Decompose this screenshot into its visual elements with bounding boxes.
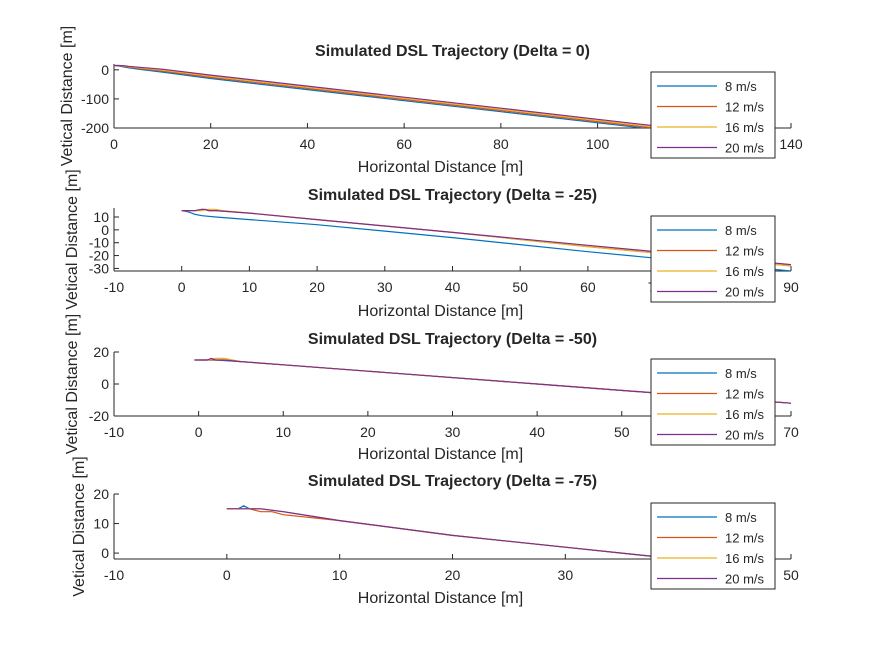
legend-entry-label: 16 m/s: [725, 407, 765, 422]
series-line-20-m-s: [181, 208, 791, 266]
series-group: [114, 64, 680, 128]
legend: 8 m/s 12 m/s 16 m/s 20 m/s: [650, 358, 776, 446]
series-group: [194, 357, 791, 404]
legend-entry-label: 16 m/s: [725, 264, 765, 279]
x-tick-label: 20: [445, 567, 461, 583]
legend-entry-label: 8 m/s: [725, 223, 757, 238]
legend-entry-label: 12 m/s: [725, 244, 765, 259]
y-tick-label: 10: [93, 209, 109, 225]
x-tick-label: 0: [110, 136, 118, 152]
legend-entry-label: 20 m/s: [725, 141, 765, 156]
legend-entry-label: 20 m/s: [725, 572, 765, 587]
x-tick-label: 0: [195, 424, 203, 440]
legend-entry-label: 12 m/s: [725, 100, 765, 115]
legend: 8 m/s 12 m/s 16 m/s 20 m/s: [650, 502, 776, 590]
y-tick-label: 0: [101, 376, 109, 392]
x-tick-label: 20: [360, 424, 376, 440]
chart-title: Simulated DSL Trajectory (Delta = -75): [308, 473, 597, 490]
x-tick-label: 30: [445, 424, 461, 440]
chart-title: Simulated DSL Trajectory (Delta = -50): [308, 331, 597, 348]
legend-entry-label: 12 m/s: [725, 531, 765, 546]
x-tick-label: 10: [332, 567, 348, 583]
series-line-20-m-s: [226, 508, 683, 559]
series-group: [181, 208, 791, 271]
y-tick-label: 10: [93, 516, 109, 532]
x-tick-label: -10: [104, 279, 124, 295]
x-axis-label: Horizontal Distance [m]: [358, 590, 523, 607]
x-axis-label: Horizontal Distance [m]: [358, 446, 523, 463]
x-tick-label: 90: [783, 279, 799, 295]
subplot-4: -100102030405020100Simulated DSL Traject…: [71, 456, 799, 607]
x-tick-label: 50: [614, 424, 630, 440]
legend-entry-label: 16 m/s: [725, 551, 765, 566]
legend-entry-label: 16 m/s: [725, 120, 765, 135]
y-tick-label: -20: [89, 408, 109, 424]
y-tick-label: 0: [101, 545, 109, 561]
legend: 8 m/s 12 m/s 16 m/s 20 m/s: [650, 71, 776, 159]
x-tick-label: -10: [104, 424, 124, 440]
legend-entry-label: 12 m/s: [725, 387, 765, 402]
x-tick-label: 40: [529, 424, 545, 440]
x-tick-label: 40: [445, 279, 461, 295]
x-tick-label: 20: [309, 279, 325, 295]
x-tick-label: 100: [586, 136, 610, 152]
series-line-20-m-s: [114, 64, 680, 128]
legend-entry-label: 8 m/s: [725, 510, 757, 525]
x-tick-label: 30: [377, 279, 393, 295]
legend-entry-label: 20 m/s: [725, 428, 765, 443]
y-axis-label: Vetical Distance [m]: [64, 314, 81, 455]
x-tick-label: 30: [558, 567, 574, 583]
series-group: [226, 505, 683, 559]
chart-title: Simulated DSL Trajectory (Delta = -25): [308, 187, 597, 204]
y-tick-label: 20: [93, 344, 109, 360]
x-tick-label: 10: [242, 279, 258, 295]
x-tick-label: 70: [783, 424, 799, 440]
x-tick-label: 0: [223, 567, 231, 583]
chart-title: Simulated DSL Trajectory (Delta = 0): [315, 43, 590, 60]
x-axis-label: Horizontal Distance [m]: [358, 303, 523, 320]
x-tick-label: 20: [203, 136, 219, 152]
x-tick-label: 60: [396, 136, 412, 152]
x-tick-label: 0: [178, 279, 186, 295]
x-tick-label: 40: [300, 136, 316, 152]
series-line-20-m-s: [194, 357, 791, 404]
y-axis-label: Vetical Distance [m]: [59, 26, 76, 167]
legend-entry-label: 20 m/s: [725, 285, 765, 300]
y-tick-label: -30: [89, 260, 109, 276]
y-tick-label: -20: [89, 248, 109, 264]
legend: 8 m/s 12 m/s 16 m/s 20 m/s: [650, 215, 776, 303]
y-tick-label: -200: [81, 120, 109, 136]
x-tick-label: 140: [779, 136, 803, 152]
x-tick-label: 10: [275, 424, 291, 440]
x-tick-label: 50: [512, 279, 528, 295]
y-axis-label: Vetical Distance [m]: [64, 169, 81, 310]
y-tick-label: 0: [101, 62, 109, 78]
y-axis-label: Vetical Distance [m]: [71, 456, 88, 597]
y-tick-label: -10: [89, 235, 109, 251]
x-tick-label: 50: [783, 567, 799, 583]
x-tick-label: -10: [104, 567, 124, 583]
y-tick-label: 20: [93, 486, 109, 502]
x-tick-label: 80: [493, 136, 509, 152]
legend-entry-label: 8 m/s: [725, 366, 757, 381]
y-tick-label: -100: [81, 91, 109, 107]
y-tick-label: 0: [101, 222, 109, 238]
x-axis-label: Horizontal Distance [m]: [358, 159, 523, 176]
series-line-8-m-s: [181, 210, 791, 271]
subplot-2: -100102030405060708090100-10-20-30Simula…: [64, 169, 799, 320]
legend-entry-label: 8 m/s: [725, 79, 757, 94]
x-tick-label: 60: [580, 279, 596, 295]
